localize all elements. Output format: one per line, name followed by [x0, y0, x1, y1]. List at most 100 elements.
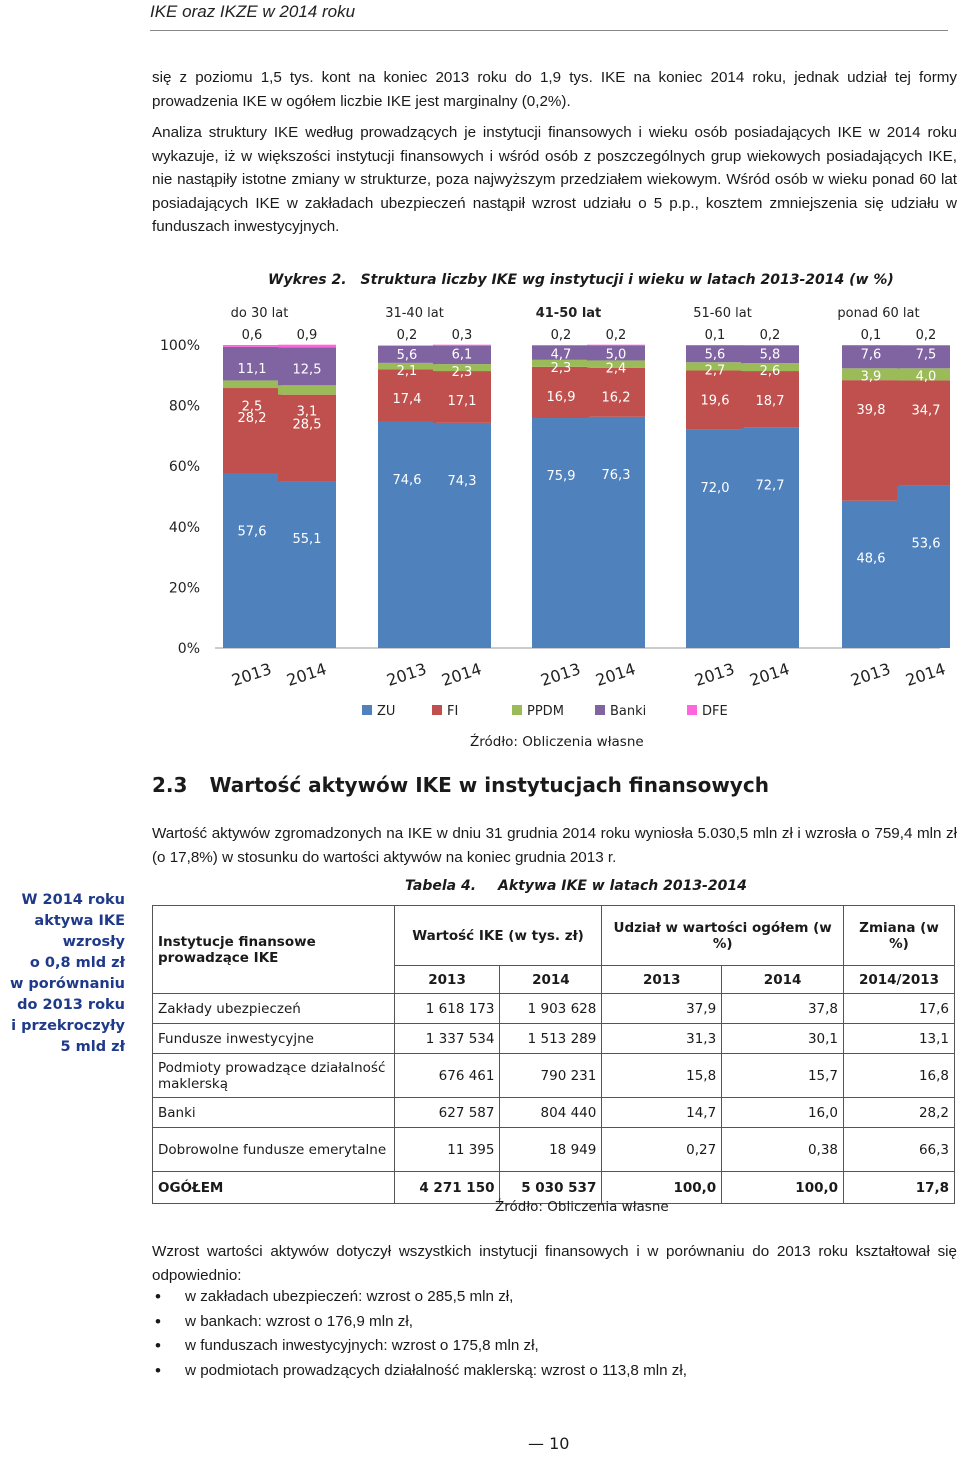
data-label-dfe: 0,2 — [397, 328, 418, 343]
bar-segment-ppdm — [433, 364, 491, 372]
value-cell: 30,1 — [721, 1023, 844, 1054]
bar-segment-zu — [587, 416, 645, 648]
header-change: Zmiana (w %) — [843, 905, 955, 966]
header-institution: Instytucje finansowe prowadzące IKE — [152, 905, 395, 994]
data-label-zu: 57,6 — [238, 524, 267, 539]
bullet-item: w funduszach inwestycyjnych: wzrost o 17… — [152, 1334, 957, 1359]
value-cell: 1 903 628 — [499, 993, 603, 1024]
x-tick-label: 2013 — [848, 659, 893, 690]
margin-note-line: do 2013 roku — [17, 997, 125, 1013]
legend-label: Banki — [610, 704, 646, 719]
value-cell: 28,2 — [843, 1097, 955, 1128]
value-cell: 676 461 — [393, 1053, 501, 1098]
data-label-dfe: 0,3 — [452, 328, 473, 343]
total-value-cell: 5 030 537 — [499, 1171, 603, 1204]
data-label-fi: 34,7 — [912, 403, 941, 418]
x-tick-label: 2014 — [284, 659, 329, 690]
value-cell: 0,38 — [721, 1127, 844, 1172]
total-value-cell: 4 271 150 — [393, 1171, 501, 1204]
bar-segment-fi — [278, 394, 336, 482]
legend-swatch — [362, 705, 372, 715]
value-cell: 804 440 — [499, 1097, 603, 1128]
value-cell: 15,8 — [601, 1053, 723, 1098]
subheader-cell: 2013 — [601, 965, 723, 994]
bar-segment-zu — [897, 485, 950, 648]
bar-segment-ppdm — [842, 368, 900, 381]
bar-segment-fi — [587, 367, 645, 417]
bar-segment-ppdm — [378, 362, 436, 370]
legend-label: DFE — [702, 704, 728, 719]
bar-segment-zu — [278, 481, 336, 648]
subheader-cell: 2014/2013 — [843, 965, 955, 994]
header-value: Wartość IKE (w tys. zł) — [393, 905, 603, 966]
margin-note: W 2014 roku aktywa IKE wzrosły o 0,8 mld zł… — [0, 890, 125, 1058]
bar-segment-banki — [741, 345, 799, 364]
bar-segment-banki — [587, 345, 645, 361]
y-tick-label: 100% — [160, 338, 200, 354]
data-label-fi: 18,7 — [756, 394, 785, 409]
data-label-fi: 39,8 — [857, 403, 886, 418]
bar-segment-fi — [741, 371, 799, 428]
bar-segment-zu — [686, 429, 744, 648]
margin-note-line: W 2014 roku — [21, 892, 125, 908]
bullet-item: w bankach: wzrost o 176,9 mln zł, — [152, 1310, 957, 1335]
running-header: IKE oraz IKZE w 2014 roku — [150, 2, 356, 21]
x-tick-label: 2013 — [538, 659, 583, 690]
bar-segment-fi — [532, 366, 590, 419]
table-caption: Aktywa IKE w latach 2013-2014 — [498, 878, 747, 894]
x-tick-label: 2013 — [384, 659, 429, 690]
bar-segment-zu — [741, 427, 799, 648]
legend-swatch — [432, 705, 442, 715]
table-label: Tabela 4. — [405, 878, 477, 894]
y-tick-label: 80% — [169, 399, 200, 415]
bar-segment-banki — [223, 346, 281, 381]
value-cell: 790 231 — [499, 1053, 603, 1098]
bar-segment-ppdm — [741, 363, 799, 372]
row-label-cell: Podmioty prowadzące działalność maklersk… — [152, 1053, 395, 1098]
data-label-zu: 74,3 — [448, 474, 477, 489]
bar-segment-ppdm — [532, 359, 590, 367]
x-tick-label: 2014 — [439, 659, 484, 690]
bar-segment-fi — [433, 371, 491, 423]
data-label-fi: 17,1 — [448, 394, 477, 409]
bar-segment-fi — [223, 388, 281, 474]
y-tick-label: 20% — [169, 580, 200, 596]
total-label-cell: OGÓŁEM — [152, 1171, 395, 1204]
value-cell: 37,9 — [601, 993, 723, 1024]
data-label-zu: 76,3 — [602, 468, 631, 483]
paragraph-4: Wzrost wartości aktywów dotyczył wszystk… — [152, 1243, 957, 1284]
paragraph-3: Wartość aktywów zgromadzonych na IKE w d… — [152, 825, 957, 866]
value-cell: 15,7 — [721, 1053, 844, 1098]
bar-segment-banki — [532, 345, 590, 360]
bar-segment-banki — [433, 345, 491, 365]
bar-segment-fi — [842, 380, 900, 501]
y-tick-label: 40% — [169, 520, 200, 536]
page-number-value: 10 — [549, 1434, 570, 1453]
table-title: Tabela 4. Aktywa IKE w latach 2013-2014 — [405, 878, 747, 894]
margin-note-line: i przekroczyły — [11, 1018, 125, 1034]
bar-segment-zu — [842, 500, 900, 648]
margin-note-line: wzrosły — [62, 934, 125, 950]
data-label-fi: 28,2 — [238, 411, 267, 426]
page-number: — 10 — [528, 1434, 570, 1453]
header-share: Udział w wartości ogółem (w %) — [601, 905, 844, 966]
value-cell: 16,0 — [721, 1097, 844, 1128]
data-label-zu: 48,6 — [857, 552, 886, 567]
section-heading: 2.3 Wartość aktywów IKE w instytucjach fi… — [152, 773, 769, 797]
data-label-zu: 75,9 — [547, 469, 576, 484]
data-label-banki: 6,1 — [452, 348, 473, 363]
value-cell: 1 337 534 — [393, 1023, 501, 1054]
margin-note-line: 5 mld zł — [60, 1039, 125, 1055]
x-tick-label: 2014 — [903, 659, 948, 690]
bar-segment-banki — [842, 345, 900, 369]
header-rule — [150, 30, 948, 31]
bar-segment-dfe — [897, 345, 950, 346]
value-cell: 31,3 — [601, 1023, 723, 1054]
bar-segment-dfe — [278, 344, 336, 348]
y-tick-label: 60% — [169, 459, 200, 475]
data-label-banki: 5,8 — [760, 348, 781, 363]
data-label-dfe: 0,2 — [760, 328, 781, 343]
x-tick-label: 2013 — [229, 659, 274, 690]
y-tick-label: 0% — [178, 641, 200, 657]
bar-segment-dfe — [587, 344, 645, 346]
